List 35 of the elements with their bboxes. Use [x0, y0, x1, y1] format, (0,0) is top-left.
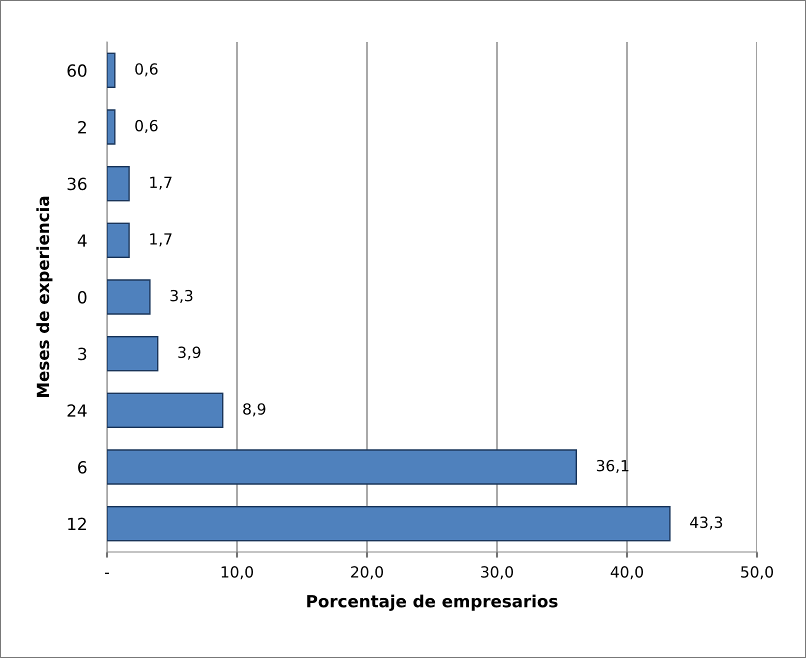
x-tick-label: 20,0: [351, 566, 383, 580]
bar: [107, 52, 116, 88]
data-label: 0,6: [135, 63, 158, 76]
bar: [107, 166, 130, 202]
x-tick-label: -: [104, 572, 110, 574]
data-label: 1,7: [150, 176, 172, 190]
y-tick-label: 24: [68, 404, 87, 417]
y-tick-label: 3: [78, 348, 86, 360]
x-tick-label: 10,0: [222, 566, 253, 580]
x-tick-label: 40,0: [610, 566, 643, 580]
bar: [107, 506, 671, 542]
y-tick-label: 36: [68, 178, 87, 190]
data-label: 1,7: [150, 233, 172, 246]
data-label: 3,3: [170, 290, 192, 303]
data-label: 43,3: [690, 516, 722, 530]
bar: [107, 392, 224, 428]
data-label: 3,9: [178, 346, 200, 360]
data-label: 0,6: [135, 120, 158, 133]
y-tick-label: 12: [68, 518, 86, 530]
data-label: 8,9: [243, 403, 266, 416]
bar: [107, 336, 158, 372]
y-tick-label: 60: [68, 64, 86, 77]
x-tick-label: 30,0: [481, 566, 513, 580]
y-tick-label: 6: [78, 460, 87, 474]
y-tick-label: 2: [78, 120, 86, 134]
x-axis-title: Porcentaje de empresarios: [307, 594, 558, 611]
bar: [107, 109, 116, 145]
bar: [107, 449, 577, 485]
bar: [107, 279, 151, 315]
y-tick-label: 4: [78, 234, 87, 247]
bar: [107, 222, 130, 258]
y-axis-title: Meses de experiencia: [36, 196, 52, 398]
y-tick-label: 0: [78, 290, 86, 304]
x-tick-label: 50,0: [741, 566, 773, 580]
data-label: 36,1: [596, 460, 628, 473]
